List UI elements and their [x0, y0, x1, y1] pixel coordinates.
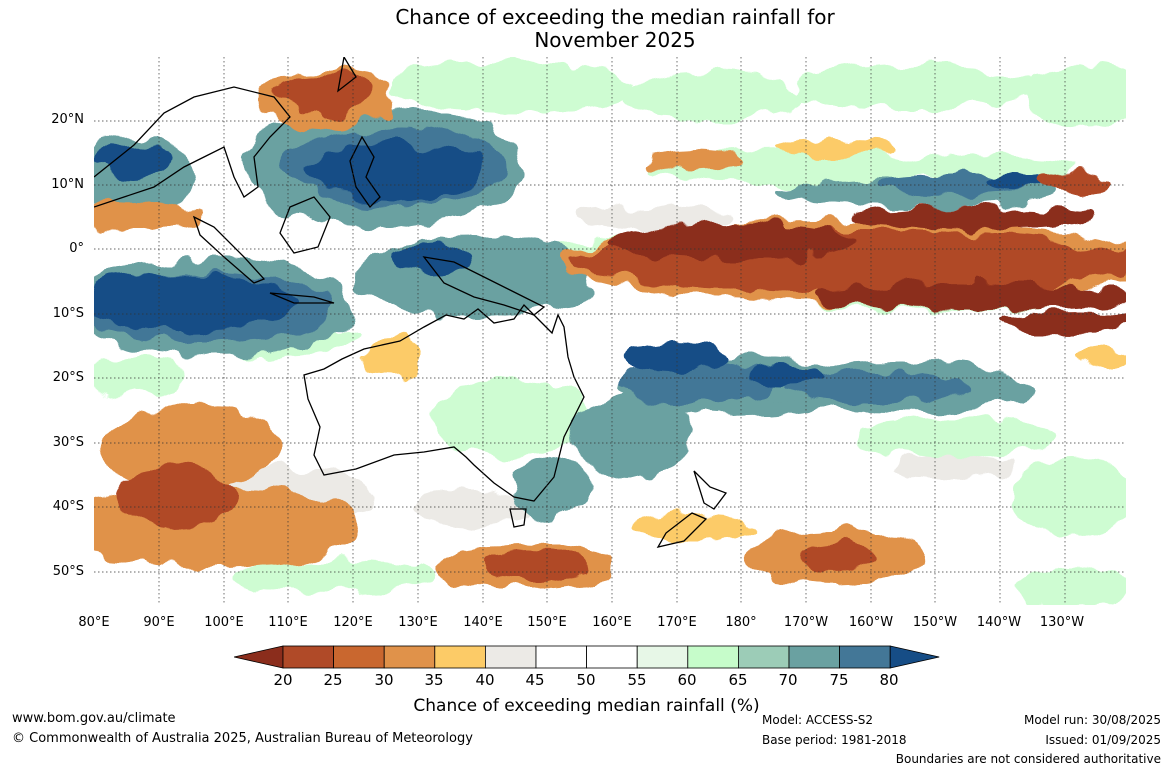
colorbar-tick: 30 [374, 671, 394, 689]
colorbar-cell [282, 645, 334, 669]
website-link[interactable]: www.bom.gov.au/climate [12, 711, 176, 726]
colorbar-tick: 25 [323, 671, 343, 689]
lon-label-150e: 150°E [527, 615, 567, 630]
tasmania-outline [509, 508, 527, 528]
lon-label-140e: 140°E [463, 615, 503, 630]
base-period: Base period: 1981-2018 [762, 733, 907, 747]
colorbar-tick: 80 [879, 671, 899, 689]
lon-label-120e: 120°E [333, 615, 373, 630]
boundaries-disclaimer: Boundaries are not considered authoritat… [895, 752, 1161, 766]
rainfall-outlook-map [94, 57, 1126, 605]
colorbar-label: Chance of exceeding median rainfall (%) [413, 696, 760, 716]
copyright-text: © Commonwealth of Australia 2025, Austra… [12, 731, 473, 746]
lon-label-80e: 80°E [78, 615, 110, 630]
colorbar [234, 645, 940, 669]
colorbar-cell [687, 645, 739, 669]
colorbar-cell [839, 645, 891, 669]
lat-label-10n: 10°N [51, 177, 84, 192]
issued-date: Issued: 01/09/2025 [1045, 733, 1161, 747]
lon-label-130e: 130°E [398, 615, 438, 630]
asia-mainland-outline [94, 86, 291, 208]
lon-label-100e: 100°E [204, 615, 244, 630]
colorbar-tick: 75 [829, 671, 849, 689]
colorbar-tick: 20 [273, 671, 293, 689]
borneo-outline [279, 196, 331, 254]
lon-label-160e: 160°E [592, 615, 632, 630]
java-outline [269, 292, 335, 304]
lat-label-50s: 50°S [52, 564, 84, 579]
lon-label-180: 180° [725, 615, 757, 630]
lat-label-30s: 30°S [52, 435, 84, 450]
coastlines [94, 57, 728, 548]
lat-label-10s: 10°S [52, 306, 84, 321]
lon-label-130w: 130°W [1039, 615, 1085, 630]
map-title-line2: November 2025 [534, 28, 696, 52]
new-zealand-south-outline [656, 512, 708, 548]
lon-label-150w: 150°W [912, 615, 958, 630]
colorbar-cell [586, 645, 638, 669]
model-name: Model: ACCESS-S2 [762, 713, 874, 727]
model-run-date: Model run: 30/08/2025 [1023, 713, 1161, 727]
colorbar-cell [737, 645, 790, 669]
colorbar-cell [535, 645, 587, 669]
colorbar-cell [383, 645, 436, 669]
lon-label-90e: 90°E [143, 615, 175, 630]
colorbar-tick: 60 [677, 671, 697, 689]
lat-label-40s: 40°S [52, 499, 84, 514]
lon-label-170e: 170°E [657, 615, 697, 630]
colorbar-cell [636, 645, 689, 669]
colorbar-tick: 35 [424, 671, 444, 689]
colorbar-cell [788, 645, 840, 669]
graticule [94, 57, 1126, 605]
lon-label-160w: 160°W [848, 615, 894, 630]
philippines-outline [349, 135, 381, 209]
lon-label-140w: 140°W [976, 615, 1022, 630]
lon-label-170w: 170°W [783, 615, 829, 630]
probability-field [94, 62, 1126, 605]
lat-label-20s: 20°S [52, 370, 84, 385]
colorbar-tick: 45 [525, 671, 545, 689]
colorbar-cell [333, 645, 385, 669]
colorbar-tick: 40 [475, 671, 495, 689]
sumatra-outline [192, 215, 266, 284]
australia-outline [303, 303, 585, 502]
colorbar-tick: 55 [627, 671, 647, 689]
colorbar-cell [434, 645, 486, 669]
lon-label-110e: 110°E [268, 615, 308, 630]
japan-outline [337, 57, 357, 93]
colorbar-tick: 70 [778, 671, 798, 689]
map-title-line1: Chance of exceeding the median rainfall … [395, 5, 835, 29]
colorbar-cell [484, 645, 537, 669]
lat-label-20n: 20°N [51, 112, 84, 127]
colorbar-tick: 65 [728, 671, 748, 689]
colorbar-tick: 50 [576, 671, 596, 689]
new-guinea-outline [422, 256, 546, 316]
colorbar-cell-below-20 [234, 645, 284, 669]
new-zealand-north-outline [693, 470, 728, 510]
colorbar-cell-above-80 [889, 645, 940, 669]
lat-label-0: 0° [69, 241, 84, 256]
